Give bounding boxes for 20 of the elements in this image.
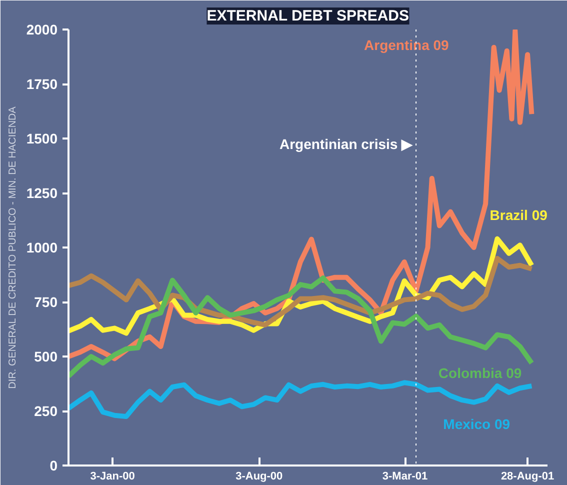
y-tick-label: 1750: [26, 76, 58, 92]
x-tick-label: 3-Mar-01: [382, 470, 428, 482]
text: DIR. GENERAL DE CREDITO PUBLICO - MIN. DE HACIENDA: [8, 106, 18, 389]
series-label: Colombia 09: [438, 364, 522, 381]
y-tick-label: 250: [34, 403, 58, 419]
x-tick-label: 28-Aug-01: [500, 470, 554, 482]
y-tick-label: 2000: [26, 22, 58, 38]
chart-title: EXTERNAL DEBT SPREADS: [206, 8, 410, 24]
y-tick-label: 0: [50, 458, 58, 474]
text: Argentina 09: [364, 36, 450, 53]
y-tick-label: 1000: [26, 240, 58, 256]
series-label: Brazil 09: [490, 206, 548, 223]
y-tick-label: 1500: [26, 130, 58, 146]
y-tick-label: 1250: [26, 185, 58, 201]
ref-line-label: Argentinian crisis ▶: [279, 136, 414, 152]
y-tick-label: 750: [34, 294, 58, 310]
series-label: Mexico 09: [443, 416, 510, 432]
y-tick-label: 500: [34, 348, 58, 364]
x-tick-label: 3-Aug-00: [236, 470, 283, 482]
x-tick-label: 3-Jan-00: [90, 470, 135, 482]
